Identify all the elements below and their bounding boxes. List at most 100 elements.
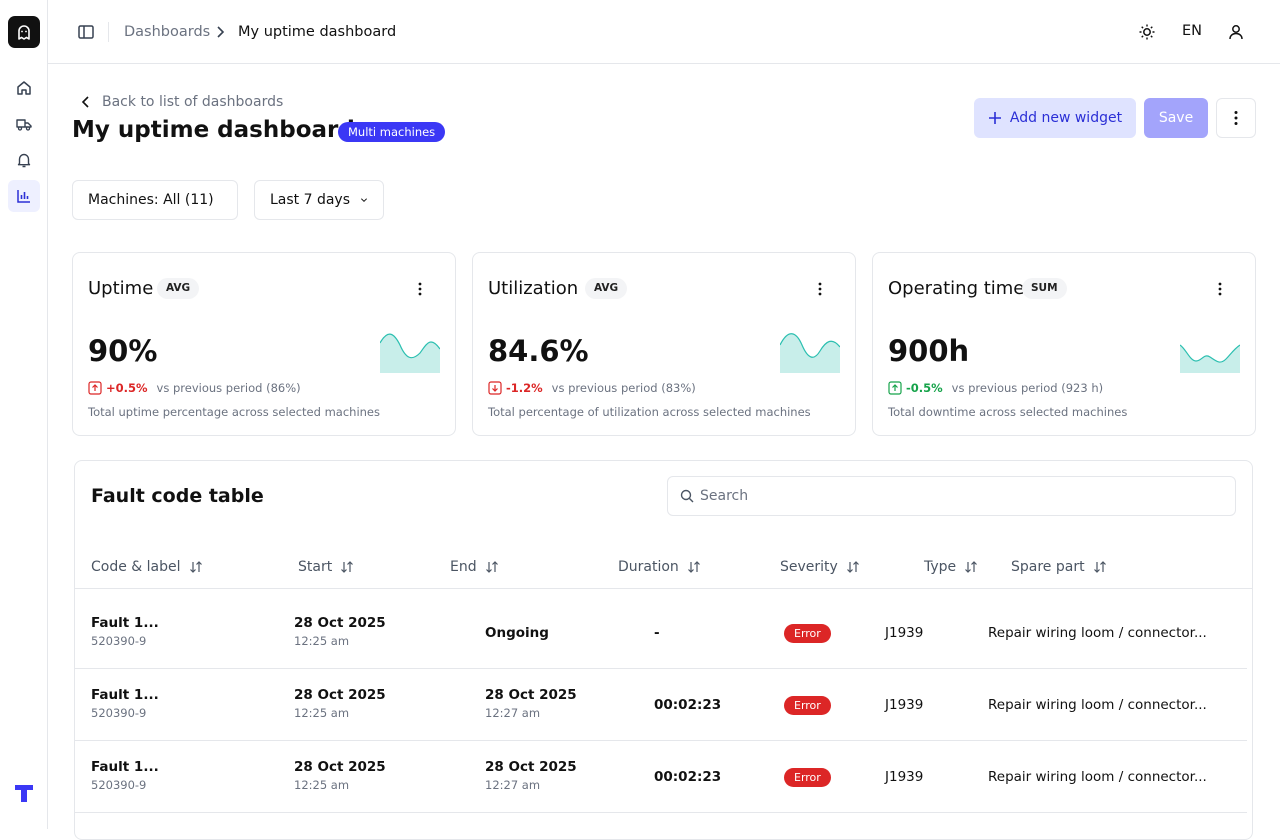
end-cell: 28 Oct 2025 12:27 am — [485, 687, 577, 720]
more-options-button[interactable] — [1216, 98, 1256, 138]
sort-icon — [485, 560, 498, 573]
start-cell: 28 Oct 2025 12:25 am — [294, 759, 386, 792]
card-badge: AVG — [157, 278, 200, 299]
nav-dashboards[interactable] — [8, 180, 40, 212]
sparkline-chart — [380, 333, 440, 373]
arrow-up-box-icon — [88, 381, 102, 395]
sort-icon — [846, 560, 859, 573]
delta-row: -1.2% vs previous period (83%) — [488, 381, 696, 395]
end-date: 28 Oct 2025 — [485, 759, 577, 775]
uptime-card: Uptime AVG 90% +0.5% vs previous period … — [72, 252, 456, 436]
column-label: Severity — [780, 558, 838, 575]
delta-previous: vs previous period (83%) — [551, 381, 696, 395]
user-icon[interactable] — [1226, 22, 1246, 42]
table-row[interactable]: Fault 1... 520390-9 28 Oct 2025 12:25 am… — [75, 741, 1247, 813]
card-value: 900h — [888, 334, 970, 368]
card-value: 90% — [88, 334, 158, 368]
fault-code: Fault 1... — [91, 687, 159, 703]
column-header-start[interactable]: Start — [282, 545, 428, 589]
end-cell: Ongoing — [485, 625, 549, 641]
column-header-type[interactable]: Type — [907, 545, 989, 589]
delta-previous: vs previous period (86%) — [156, 381, 301, 395]
fault-code-id: 520390-9 — [91, 778, 147, 792]
card-menu-button[interactable] — [810, 277, 830, 301]
sort-icon — [341, 560, 354, 573]
truck-icon — [16, 119, 32, 131]
search-input[interactable] — [700, 488, 1220, 504]
app-logo[interactable] — [8, 16, 40, 48]
delta-value: -0.5% — [906, 381, 943, 395]
column-header-end[interactable]: End — [434, 545, 596, 589]
breadcrumb-current: My uptime dashboard — [238, 24, 397, 40]
top-bar: Dashboards My uptime dashboard EN — [48, 0, 1280, 64]
start-date: 28 Oct 2025 — [294, 759, 386, 775]
card-menu-button[interactable] — [410, 277, 430, 301]
sidebar-toggle-icon[interactable] — [76, 22, 96, 42]
utilization-card: Utilization AVG 84.6% -1.2% vs previous … — [472, 252, 856, 436]
spare-part-cell: Repair wiring loom / connector... — [988, 697, 1207, 713]
severity-badge: Error — [784, 624, 831, 643]
duration-cell: 00:02:23 — [654, 697, 722, 713]
delta-row: +0.5% vs previous period (86%) — [88, 381, 301, 395]
save-button[interactable]: Save — [1144, 98, 1208, 138]
chevron-right-icon — [217, 26, 225, 38]
card-title: Utilization — [488, 278, 579, 299]
sun-icon[interactable] — [1137, 22, 1157, 42]
bar-chart-icon — [17, 190, 30, 203]
end-time: 12:27 am — [485, 778, 541, 792]
column-header-duration[interactable]: Duration — [602, 545, 759, 589]
add-widget-label: Add new widget — [1009, 110, 1123, 126]
save-label: Save — [1158, 110, 1194, 126]
language-selector[interactable]: EN — [1182, 23, 1203, 39]
column-label: Start — [298, 558, 333, 575]
delta-previous: vs previous period (923 h) — [951, 381, 1104, 395]
table-search[interactable] — [667, 476, 1236, 516]
chevron-down-icon — [360, 198, 368, 203]
column-label: Duration — [618, 558, 679, 575]
vertical-dots-icon — [1218, 282, 1222, 296]
start-time: 12:25 am — [294, 706, 350, 720]
nav-home[interactable] — [8, 72, 40, 104]
back-link[interactable]: Back to list of dashboards — [80, 94, 283, 110]
card-title: Uptime — [88, 278, 154, 299]
breadcrumb-dashboards[interactable]: Dashboards — [124, 24, 211, 40]
table-title: Fault code table — [91, 485, 264, 507]
fault-code-table: Fault code table Code & label Start End … — [74, 460, 1253, 840]
ghost-icon — [18, 25, 30, 40]
end-cell: 28 Oct 2025 12:27 am — [485, 759, 577, 792]
vertical-dots-icon — [818, 282, 822, 296]
column-header-severity[interactable]: Severity — [765, 545, 901, 589]
arrow-down-box-icon — [488, 381, 502, 395]
topbar-divider — [108, 22, 109, 42]
end-time: 12:27 am — [485, 706, 541, 720]
card-menu-button[interactable] — [1210, 277, 1230, 301]
column-label: Code & label — [91, 558, 181, 575]
duration-cell: 00:02:23 — [654, 769, 722, 785]
start-time: 12:25 am — [294, 778, 350, 792]
column-header-spare-part[interactable]: Spare part — [995, 545, 1252, 589]
vertical-dots-icon — [1234, 111, 1238, 125]
page-title: My uptime dashboard — [72, 117, 355, 143]
column-label: Spare part — [1011, 559, 1085, 575]
code-cell: Fault 1... 520390-9 — [91, 687, 159, 720]
card-badge: AVG — [585, 278, 628, 299]
nav-machines[interactable] — [8, 108, 40, 140]
period-filter[interactable]: Last 7 days — [254, 180, 384, 220]
machines-filter[interactable]: Machines: All (11) — [72, 180, 238, 220]
search-icon — [680, 489, 694, 503]
add-widget-button[interactable]: Add new widget — [974, 98, 1136, 138]
start-time: 12:25 am — [294, 634, 350, 648]
bell-icon — [17, 153, 31, 168]
delta-row: -0.5% vs previous period (923 h) — [888, 381, 1103, 395]
column-header-code[interactable]: Code & label — [75, 545, 277, 589]
chevron-left-icon — [81, 96, 89, 108]
nav-alerts[interactable] — [8, 144, 40, 176]
sort-icon — [965, 560, 978, 573]
table-row[interactable]: Fault 1... 520390-9 28 Oct 2025 12:25 am… — [75, 669, 1247, 741]
home-icon — [17, 81, 31, 95]
delta-value: -1.2% — [506, 381, 543, 395]
multi-machines-badge: Multi machines — [338, 122, 446, 142]
card-description: Total uptime percentage across selected … — [88, 405, 380, 419]
sort-icon — [1093, 561, 1106, 573]
table-row[interactable]: Fault 1... 520390-9 28 Oct 2025 12:25 am… — [75, 597, 1247, 669]
